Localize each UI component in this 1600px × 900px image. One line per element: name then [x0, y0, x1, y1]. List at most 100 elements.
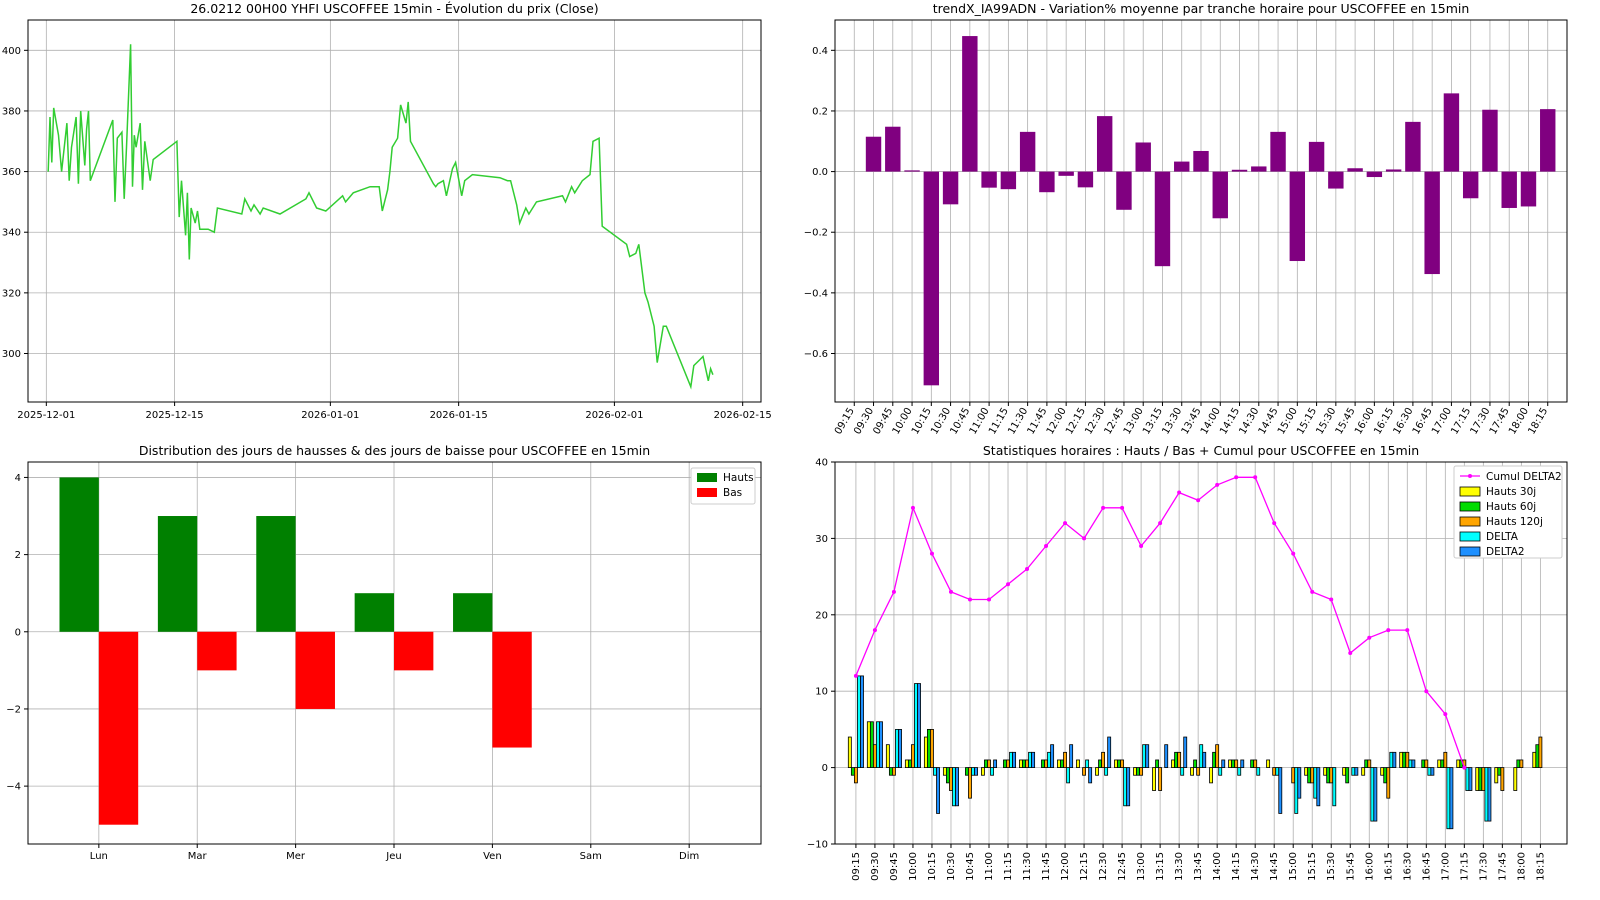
bar: [1462, 171, 1479, 199]
bar-hauts-120j: [1329, 767, 1334, 784]
bar-delta2: [1183, 736, 1188, 768]
bar-hauts-120j: [949, 767, 953, 791]
x-tick-label: 15:15: [1307, 852, 1318, 881]
bar: [923, 171, 940, 386]
bar-hauts-120j: [1424, 759, 1429, 769]
bar: [1058, 171, 1074, 176]
bar-hauts-120j: [1120, 759, 1125, 769]
cumul-point: [1215, 482, 1220, 487]
cumul-point: [987, 597, 992, 602]
bar-hauts-120j: [987, 759, 991, 769]
bar-delta: [1294, 767, 1299, 814]
cumul-point: [1082, 536, 1087, 541]
bar: [1174, 161, 1190, 172]
bar-hauts-120j: [1386, 767, 1391, 799]
bar-delta: [1256, 767, 1261, 776]
x-tick-label: 10:00: [908, 852, 919, 881]
x-tick-label: 14:00: [1212, 852, 1223, 881]
bar-delta2: [1449, 767, 1454, 830]
bar-hauts-60j: [907, 759, 912, 769]
bar-hauts-60j: [1250, 759, 1255, 769]
plot-frame: [27, 461, 762, 845]
bar: [1000, 171, 1017, 190]
legend-swatch: [1459, 531, 1481, 542]
y-tick-label: 0.0: [812, 167, 828, 178]
bar: [1116, 171, 1132, 210]
chart-title: Distribution des jours de hausses & des …: [139, 443, 650, 458]
cumul-point: [1234, 475, 1239, 480]
y-tick-label: −4: [6, 782, 21, 793]
bar-hauts-120j: [1196, 767, 1201, 776]
bar-delta: [1066, 767, 1071, 784]
x-tick-label: 11:30: [1022, 852, 1033, 881]
bar-hauts-60j: [1231, 759, 1236, 769]
bar: [1135, 142, 1151, 172]
bar: [1328, 171, 1344, 189]
legend-label: DELTA: [1486, 531, 1519, 543]
bar-hauts-60j: [1307, 767, 1312, 784]
x-tick-label: 18:15: [1526, 406, 1550, 436]
legend-label: Hauts 30j: [1486, 486, 1536, 498]
bar-delta2: [860, 675, 864, 768]
chart-2: Distribution des jours de hausses & des …: [6, 443, 762, 862]
cumul-point: [1310, 589, 1315, 594]
legend-label: Hauts: [723, 472, 754, 484]
cumul-point: [1272, 521, 1277, 526]
bar-hauts: [157, 516, 198, 632]
cumul-point: [1405, 628, 1410, 633]
x-tick-label: 14:45: [1269, 852, 1280, 881]
y-tick-label: 10: [815, 687, 828, 698]
bar: [1289, 171, 1306, 262]
bar-bas: [197, 631, 237, 671]
bar-hauts-30j: [1019, 759, 1023, 769]
bar-hauts: [354, 593, 395, 632]
bar-hauts-120j: [892, 767, 896, 776]
x-tick-label: 17:30: [1478, 852, 1489, 881]
bar-hauts-30j: [942, 767, 947, 776]
bar-hauts-120j: [1291, 767, 1296, 784]
x-tick-label: 2025-12-15: [146, 410, 204, 421]
bar-delta2: [1240, 759, 1245, 769]
x-tick-label: 18:00: [1516, 852, 1527, 881]
bar-hauts-120j: [1234, 759, 1239, 769]
cumul-point: [910, 505, 915, 510]
bar-hauts-120j: [1405, 751, 1410, 769]
bar-hauts-60j: [869, 721, 874, 769]
bar-delta: [1047, 751, 1052, 769]
bar-hauts-60j: [1212, 751, 1217, 769]
bar-delta: [857, 675, 861, 768]
bar-hauts-120j: [1253, 759, 1258, 769]
x-tick-label: Mar: [188, 851, 208, 862]
bar-hauts-120j: [873, 744, 877, 768]
cumul-point: [1348, 651, 1353, 655]
bar-delta: [1275, 767, 1280, 776]
legend-label: Cumul DELTA2: [1486, 471, 1562, 483]
y-tick-label: 0: [15, 627, 21, 638]
bar: [1077, 171, 1094, 188]
x-tick-label: 2026-02-15: [714, 410, 772, 421]
legend-label: Bas: [723, 487, 742, 499]
bar-delta: [933, 767, 937, 776]
x-tick-label: 18:15: [1535, 852, 1546, 881]
bar-hauts-120j: [1044, 759, 1048, 769]
bar: [962, 36, 978, 172]
cumul-point: [1386, 628, 1391, 633]
bar-hauts-60j: [1117, 759, 1121, 769]
bar-bas: [492, 631, 532, 748]
bar-hauts-120j: [1272, 767, 1277, 776]
bar-hauts-60j: [1516, 759, 1521, 769]
bar-delta2: [1430, 767, 1435, 776]
bar-hauts-60j: [1022, 759, 1026, 769]
bar-hauts-60j: [1383, 767, 1388, 784]
bar-hauts-30j: [885, 744, 890, 768]
bar-hauts-30j: [1361, 767, 1366, 776]
bar-delta: [1180, 767, 1185, 776]
bar-delta: [1351, 767, 1356, 776]
bar-hauts-120j: [1101, 751, 1106, 769]
bar-delta2: [1012, 751, 1017, 769]
bar: [1212, 171, 1228, 219]
bar-hauts-60j: [984, 759, 988, 769]
bar-hauts-60j: [1402, 751, 1407, 769]
legend-box: [1453, 465, 1563, 559]
bar-delta: [1199, 744, 1204, 768]
